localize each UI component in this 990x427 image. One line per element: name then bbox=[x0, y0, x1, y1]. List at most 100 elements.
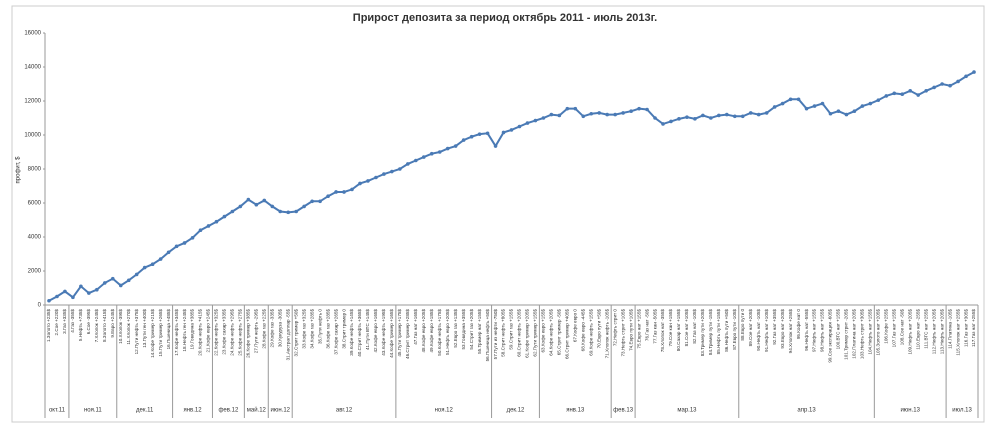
x-tick-label: 16.Пшеница +485$ bbox=[166, 309, 171, 350]
x-tick-label: 38.Стрит тример 0 bbox=[341, 309, 346, 349]
x-tick-label: 19.Говядина +385$ bbox=[190, 309, 195, 350]
x-tick-label: 75.Евро нат +155$ bbox=[636, 309, 641, 349]
x-tick-label: 89.Сое нат +205$ bbox=[748, 309, 753, 347]
x-tick-label: 39.Кофе нефть +145$ bbox=[349, 309, 354, 356]
point bbox=[126, 278, 131, 283]
point bbox=[47, 298, 51, 303]
point bbox=[884, 94, 889, 98]
point bbox=[693, 117, 697, 121]
point bbox=[254, 202, 259, 207]
point bbox=[158, 257, 163, 261]
group-label: июн.12 bbox=[270, 408, 290, 414]
y-tick-label: 14000 bbox=[24, 65, 41, 71]
point bbox=[852, 109, 857, 113]
point bbox=[565, 106, 570, 111]
y-tick-label: 10000 bbox=[24, 133, 41, 139]
point bbox=[55, 294, 59, 299]
point bbox=[150, 262, 155, 267]
point bbox=[661, 122, 665, 126]
x-tick-label: 40.Стрит нефть +365$ bbox=[357, 309, 362, 357]
point bbox=[605, 112, 609, 117]
point bbox=[900, 92, 905, 96]
x-tick-label: 104.Нефть нат +155$ bbox=[868, 309, 873, 355]
point bbox=[740, 114, 745, 119]
group-label: янв.13 bbox=[566, 408, 585, 414]
point bbox=[230, 209, 235, 214]
y-tick-label: 12000 bbox=[24, 99, 41, 105]
point bbox=[860, 104, 865, 108]
x-tick-label: 76.Газ нат -50$ bbox=[644, 309, 649, 342]
x-tick-label: 65.Стрит тример -50$ bbox=[557, 309, 562, 356]
point bbox=[398, 167, 402, 171]
x-tick-label: 31.Австрал доллар -55$ bbox=[285, 309, 290, 361]
x-tick-label: 62.Пути тример +155$ bbox=[533, 309, 538, 357]
point bbox=[812, 104, 817, 108]
point bbox=[908, 89, 913, 93]
x-tick-label: 88.Евро пути 0 bbox=[740, 309, 745, 341]
point bbox=[477, 132, 482, 136]
x-tick-label: 73.Нефть стрит +105$ bbox=[620, 309, 625, 357]
x-tick-label: 17.Кофе нефть +345$ bbox=[174, 309, 179, 356]
group-label: май.12 bbox=[247, 407, 267, 414]
group-label: апр.13 bbox=[797, 408, 816, 414]
point bbox=[645, 107, 649, 112]
x-tick-label: 35.Пути нефть 0 bbox=[317, 309, 322, 344]
x-tick-label: 112.Нефть нат +205$ bbox=[931, 309, 936, 355]
x-tick-label: 58.Стрит нефть +805$ bbox=[501, 309, 506, 357]
point bbox=[892, 91, 897, 96]
x-tick-label: 47.Газ нат +165$ bbox=[413, 309, 418, 345]
point bbox=[964, 74, 968, 79]
x-tick-label: 109.Нефть нат +205$ bbox=[907, 309, 912, 355]
x-tick-label: 50.Кофе нефть +175$ bbox=[437, 309, 442, 356]
x-tick-label: 74.Евро пути +105$ bbox=[628, 309, 633, 351]
x-tick-label: 29.Кофе газ -335$ bbox=[269, 309, 274, 348]
group-label: фев.13 bbox=[613, 408, 633, 414]
x-tick-label: 59.Стрит газ +155$ bbox=[509, 309, 514, 350]
x-tick-label: 24.Кофе нефть +295$ bbox=[230, 309, 235, 356]
point bbox=[868, 101, 873, 106]
point bbox=[748, 111, 753, 115]
point bbox=[174, 244, 179, 249]
group-label: июл.13 bbox=[952, 408, 972, 414]
x-tick-label: 48.Кофе евро +205$ bbox=[421, 309, 426, 353]
point bbox=[820, 101, 825, 106]
point bbox=[637, 106, 641, 111]
point bbox=[166, 250, 171, 255]
point bbox=[390, 169, 394, 174]
point bbox=[709, 116, 713, 120]
y-tick-label: 16000 bbox=[24, 31, 41, 37]
point bbox=[198, 228, 203, 232]
point bbox=[445, 146, 450, 151]
point bbox=[342, 190, 346, 194]
point bbox=[270, 204, 275, 209]
x-tick-label: 55.Тример нат +155$ bbox=[477, 309, 482, 354]
point bbox=[182, 241, 187, 245]
x-tick-label: 5.Нефть +735$ bbox=[78, 309, 83, 342]
x-tick-label: 52.Евро газ +135$ bbox=[453, 309, 458, 348]
point bbox=[71, 295, 75, 300]
x-tick-label: 18.Нефть ген +245$ bbox=[182, 309, 187, 352]
point bbox=[294, 209, 298, 214]
x-tick-label: 42.Кофе евро +165$ bbox=[373, 309, 378, 353]
x-tick-label: 12.Пути нефть +375$ bbox=[134, 309, 139, 355]
point bbox=[756, 112, 761, 117]
x-tick-label: 71.Хлопок нефть -105$ bbox=[604, 309, 609, 359]
y-tick-label: 6000 bbox=[28, 201, 42, 207]
point bbox=[701, 113, 705, 118]
x-tick-label: 56.Пшеница нефть +50$ bbox=[485, 309, 490, 362]
x-tick-label: 84.Тример пути -155$ bbox=[708, 309, 713, 356]
point bbox=[533, 118, 538, 123]
x-tick-label: 60.Стрит нефть +205$ bbox=[517, 309, 522, 357]
point bbox=[717, 113, 721, 118]
x-tick-label: 53.Говядина +355$ bbox=[461, 309, 466, 350]
x-tick-label: 33.Кофе газ +325$ bbox=[301, 309, 306, 349]
x-tick-label: 36.Кофе газ +285$ bbox=[325, 309, 330, 349]
x-tick-label: 82.Газ нат -105$ bbox=[692, 309, 697, 344]
x-tick-label: 37.Кофе сахар +265$ bbox=[333, 309, 338, 355]
point bbox=[932, 85, 936, 90]
x-tick-label: 41.Пути ВТС +145$ bbox=[365, 309, 370, 350]
x-tick-label: 95.Кофе нат 0 bbox=[796, 309, 801, 340]
point bbox=[509, 128, 514, 132]
point bbox=[366, 179, 370, 183]
chart-title: Прирост депозита за период октябрь 2011 … bbox=[353, 12, 657, 24]
